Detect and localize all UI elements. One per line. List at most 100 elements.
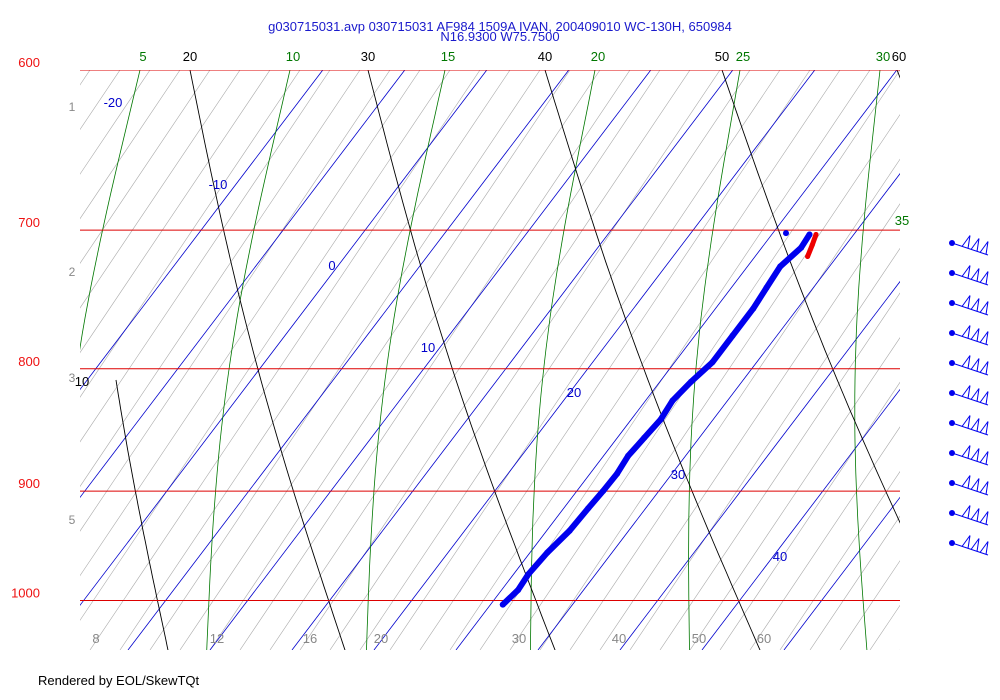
wind-barb-feather	[967, 475, 971, 489]
wind-barb-feather	[967, 535, 971, 549]
temperature-point	[585, 505, 592, 512]
isotherm-line	[537, 173, 900, 650]
dry-adiabat-label: 50	[715, 49, 729, 64]
wind-barb	[949, 235, 989, 256]
mixing-ratio-line	[899, 649, 900, 650]
moist-adiabat-line	[80, 70, 141, 351]
wind-barb-feather	[976, 418, 980, 432]
temperature-point	[525, 571, 532, 578]
pressure-label: 1000	[11, 586, 40, 601]
wind-barbs	[949, 235, 989, 556]
wind-barb-shaft	[951, 392, 989, 406]
mixing-ratio-line	[149, 70, 541, 650]
mixing-ratio-label: 1	[69, 100, 76, 114]
temperature-point	[515, 587, 521, 594]
mixing-ratio-label: 40	[612, 631, 626, 646]
wind-barb-feather	[976, 478, 980, 492]
temperature-point	[566, 527, 573, 534]
wind-barb-feather	[976, 328, 980, 342]
moist-adiabat-line	[206, 70, 291, 650]
mixing-ratio-line	[80, 70, 151, 175]
isotherm-line	[455, 70, 898, 650]
wind-barb-feather	[979, 451, 989, 463]
wind-barb-feather	[970, 298, 980, 310]
dry-adiabat-lines	[115, 70, 900, 650]
mixing-ratio-line	[839, 560, 900, 650]
temperature-point	[750, 305, 757, 312]
wind-barb-feather	[970, 448, 980, 460]
isotherm-line	[80, 70, 406, 499]
mixing-ratio-label: 20	[374, 631, 388, 646]
mixing-ratio-line	[89, 70, 481, 650]
wind-barb-feather	[967, 265, 971, 279]
wind-barb-feather	[970, 268, 980, 280]
temperature-point	[763, 284, 770, 291]
wind-barb-feather	[967, 415, 971, 429]
mixing-ratio-line	[80, 70, 451, 621]
wind-barb-feather	[985, 511, 989, 525]
wind-barb-feather	[979, 301, 989, 313]
isotherm-label: -10	[209, 177, 228, 192]
wind-barb	[949, 385, 989, 406]
wind-barb-feather	[976, 298, 980, 312]
mixing-ratio-line	[329, 70, 721, 650]
wind-barb-feather	[985, 391, 989, 405]
isotherm-label: 10	[421, 340, 435, 355]
pressure-label: 600	[18, 55, 40, 70]
temperature-point	[688, 378, 695, 385]
dry-adiabat-label: 10	[75, 374, 89, 389]
wind-barb-feather	[967, 385, 971, 399]
isobar-lines	[80, 70, 900, 601]
wind-barb-feather	[961, 475, 971, 487]
moist-adiabat-label: 35	[895, 213, 909, 228]
mixing-ratio-line	[80, 70, 271, 354]
wind-barb	[949, 535, 989, 556]
mixing-ratio-line	[960, 70, 1000, 650]
wind-barb-shaft	[951, 542, 989, 556]
wind-barb-feather	[967, 295, 971, 309]
wind-barb-feather	[970, 538, 980, 550]
temperature-point	[600, 488, 606, 495]
mixing-ratio-label: 3	[69, 371, 76, 385]
dewpoint-point	[813, 232, 819, 237]
wind-barb-feather	[979, 361, 989, 373]
mixing-ratio-line	[809, 515, 900, 650]
mixing-ratio-label: 12	[210, 631, 224, 646]
wind-barb-feather	[967, 355, 971, 369]
moist-adiabat-line	[530, 70, 596, 650]
wind-barb-feather	[967, 325, 971, 339]
wind-barb-feather	[976, 238, 980, 252]
wind-barb-shaft	[951, 242, 989, 256]
mixing-ratio-line	[239, 70, 631, 650]
wind-barb-feather	[979, 271, 989, 283]
isotherm-lines	[80, 70, 900, 650]
wind-barb-feather	[961, 445, 971, 457]
temperature-profile-line	[499, 231, 813, 608]
wind-barb	[949, 295, 989, 316]
wind-barb-feather	[979, 331, 989, 343]
dewpoint-point	[809, 242, 815, 248]
moist-adiabat-line	[960, 70, 1000, 690]
dry-adiabat-line	[721, 70, 900, 524]
dry-adiabat-line	[367, 70, 556, 650]
wind-barb-feather	[970, 508, 980, 520]
isotherm-line	[373, 70, 816, 650]
mixing-ratio-line	[80, 70, 421, 577]
moist-adiabat-label: 25	[736, 49, 750, 64]
wind-barb-feather	[985, 451, 989, 465]
moist-adiabat-label: 5	[139, 49, 146, 64]
mixing-ratio-line	[449, 70, 841, 650]
wind-barb-feather	[979, 421, 989, 433]
moist-adiabat-line	[366, 70, 446, 650]
wind-barb	[949, 265, 989, 286]
wind-barb-feather	[970, 388, 980, 400]
mixing-ratio-line	[80, 70, 181, 220]
dry-adiabat-line	[544, 70, 761, 650]
temperature-point	[625, 452, 632, 459]
isotherm-label: 0	[328, 258, 335, 273]
mixing-ratio-line	[930, 70, 1000, 650]
mixing-ratio-line	[209, 70, 601, 650]
dry-adiabat-label: 20	[183, 49, 197, 64]
chart-title: g030715031.avp 030715031 AF984 1509A IVA…	[268, 19, 732, 34]
